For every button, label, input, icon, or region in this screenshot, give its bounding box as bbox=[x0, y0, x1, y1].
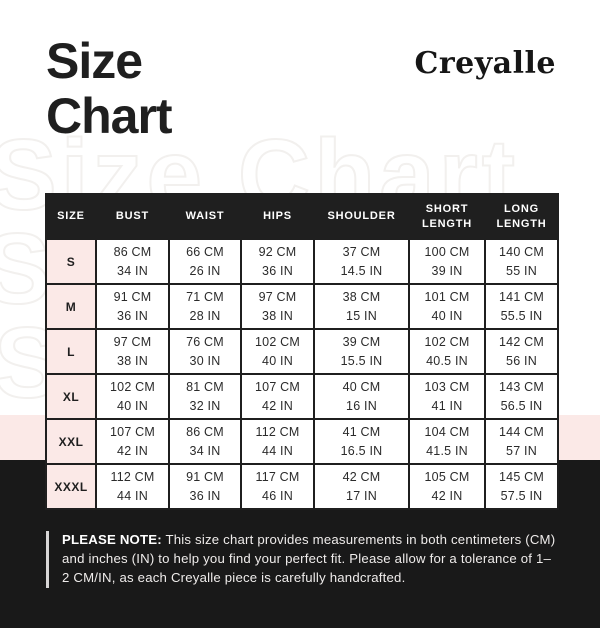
measurement-cell: 97 CM 38 IN bbox=[240, 283, 315, 330]
measurement-cell: 39 CM 15.5 IN bbox=[313, 328, 410, 375]
table-row: XL 102 CM 40 IN 81 CM 32 IN 107 CM 42 IN 40… bbox=[45, 373, 559, 420]
footer-note: PLEASE NOTE: This size chart provides me… bbox=[46, 531, 558, 588]
measurement-cell: 142 CM 56 IN bbox=[484, 328, 559, 375]
header-short-length: SHORT LENGTH bbox=[408, 193, 486, 240]
measurement-cell: 143 CM 56.5 IN bbox=[484, 373, 559, 420]
measurement-cell: 66 CM 26 IN bbox=[168, 238, 242, 285]
header-size: SIZE bbox=[45, 193, 97, 240]
table-row: XXL 107 CM 42 IN 86 CM 34 IN 112 CM 44 IN 4… bbox=[45, 418, 559, 465]
note-text: PLEASE NOTE: This size chart provides me… bbox=[62, 532, 556, 585]
header-shoulder: SHOULDER bbox=[313, 193, 410, 240]
size-label-cell: S bbox=[45, 238, 97, 285]
table-header-row: SIZE BUST WAIST HIPS SHOULDER SHORT LENG… bbox=[45, 193, 559, 240]
header-waist: WAIST bbox=[168, 193, 242, 240]
measurement-cell: 91 CM 36 IN bbox=[95, 283, 170, 330]
measurement-cell: 97 CM 38 IN bbox=[95, 328, 170, 375]
measurement-cell: 144 CM 57 IN bbox=[484, 418, 559, 465]
measurement-cell: 41 CM 16.5 IN bbox=[313, 418, 410, 465]
page-title-line2: Chart bbox=[46, 87, 173, 144]
table-row: M 91 CM 36 IN 71 CM 28 IN 97 CM 38 IN 38 CM… bbox=[45, 283, 559, 330]
brand-logo: Creyalle bbox=[414, 46, 556, 81]
size-label-cell: XXXL bbox=[45, 463, 97, 510]
measurement-cell: 76 CM 30 IN bbox=[168, 328, 242, 375]
table-row: L 97 CM 38 IN 76 CM 30 IN 102 CM 40 IN 39 C… bbox=[45, 328, 559, 375]
measurement-cell: 38 CM 15 IN bbox=[313, 283, 410, 330]
measurement-cell: 112 CM 44 IN bbox=[240, 418, 315, 465]
size-label-cell: M bbox=[45, 283, 97, 330]
table-row: S 86 CM 34 IN 66 CM 26 IN 92 CM 36 IN 37 CM… bbox=[45, 238, 559, 285]
measurement-cell: 42 CM 17 IN bbox=[313, 463, 410, 510]
measurement-cell: 102 CM 40 IN bbox=[95, 373, 170, 420]
measurement-cell: 105 CM 42 IN bbox=[408, 463, 486, 510]
header-bust: BUST bbox=[95, 193, 170, 240]
table-row: XXXL 112 CM 44 IN 91 CM 36 IN 117 CM 46 IN … bbox=[45, 463, 559, 510]
measurement-cell: 145 CM 57.5 IN bbox=[484, 463, 559, 510]
size-label-cell: XL bbox=[45, 373, 97, 420]
measurement-cell: 117 CM 46 IN bbox=[240, 463, 315, 510]
measurement-cell: 71 CM 28 IN bbox=[168, 283, 242, 330]
measurement-cell: 101 CM 40 IN bbox=[408, 283, 486, 330]
measurement-cell: 107 CM 42 IN bbox=[240, 373, 315, 420]
measurement-cell: 100 CM 39 IN bbox=[408, 238, 486, 285]
measurement-cell: 102 CM 40.5 IN bbox=[408, 328, 486, 375]
measurement-cell: 140 CM 55 IN bbox=[484, 238, 559, 285]
size-label-cell: L bbox=[45, 328, 97, 375]
measurement-cell: 104 CM 41.5 IN bbox=[408, 418, 486, 465]
note-accent-bar bbox=[46, 531, 49, 588]
note-label: PLEASE NOTE: bbox=[62, 532, 162, 547]
measurement-cell: 102 CM 40 IN bbox=[240, 328, 315, 375]
measurement-cell: 107 CM 42 IN bbox=[95, 418, 170, 465]
size-label-cell: XXL bbox=[45, 418, 97, 465]
measurement-cell: 103 CM 41 IN bbox=[408, 373, 486, 420]
header-hips: HIPS bbox=[240, 193, 315, 240]
measurement-cell: 86 CM 34 IN bbox=[95, 238, 170, 285]
size-chart-table: SIZE BUST WAIST HIPS SHOULDER SHORT LENG… bbox=[45, 193, 559, 510]
measurement-cell: 112 CM 44 IN bbox=[95, 463, 170, 510]
page-title: Size Chart bbox=[46, 33, 173, 144]
measurement-cell: 40 CM 16 IN bbox=[313, 373, 410, 420]
measurement-cell: 86 CM 34 IN bbox=[168, 418, 242, 465]
measurement-cell: 141 CM 55.5 IN bbox=[484, 283, 559, 330]
measurement-cell: 91 CM 36 IN bbox=[168, 463, 242, 510]
page-title-line1: Size bbox=[46, 33, 143, 89]
measurement-cell: 81 CM 32 IN bbox=[168, 373, 242, 420]
measurement-cell: 92 CM 36 IN bbox=[240, 238, 315, 285]
header-long-length: LONG LENGTH bbox=[484, 193, 559, 240]
measurement-cell: 37 CM 14.5 IN bbox=[313, 238, 410, 285]
